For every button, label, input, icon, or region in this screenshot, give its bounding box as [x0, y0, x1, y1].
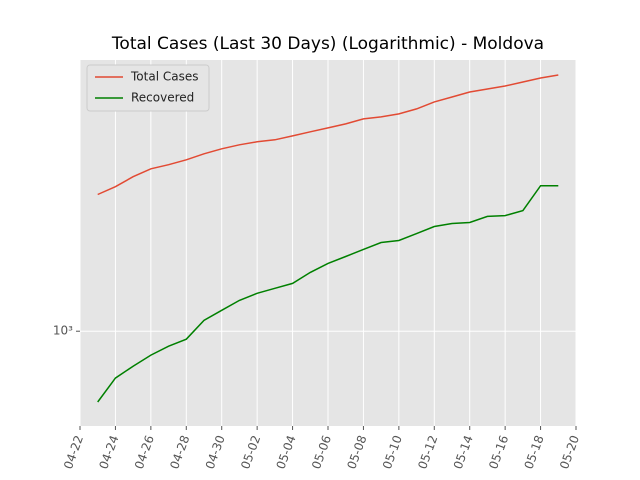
series-line [97, 74, 559, 196]
x-tick-label: 05-20 [557, 433, 582, 471]
x-tick-label: 04-30 [203, 433, 228, 471]
x-tick-label: 05-04 [274, 433, 299, 471]
x-tick-label: 05-12 [415, 433, 440, 471]
chart-title: Total Cases (Last 30 Days) (Logarithmic)… [111, 34, 544, 54]
legend-label: Recovered [131, 91, 194, 105]
x-tick-label: 04-22 [61, 433, 86, 471]
x-tick-label: 05-16 [486, 433, 511, 471]
series-line [97, 184, 559, 403]
x-tick-label: 04-28 [167, 433, 192, 471]
legend-label: Total Cases [130, 70, 198, 84]
x-tick-label: 05-02 [238, 433, 263, 471]
x-tick-label: 05-06 [309, 433, 334, 471]
x-tick-label: 05-14 [451, 433, 476, 471]
x-tick-label: 04-26 [132, 433, 157, 471]
y-tick-label: 10³ [53, 324, 73, 338]
x-tick-label: 04-24 [96, 433, 121, 471]
x-tick-label: 05-18 [522, 433, 547, 471]
x-tick-label: 05-08 [344, 433, 369, 471]
x-tick-label: 05-10 [380, 433, 405, 471]
